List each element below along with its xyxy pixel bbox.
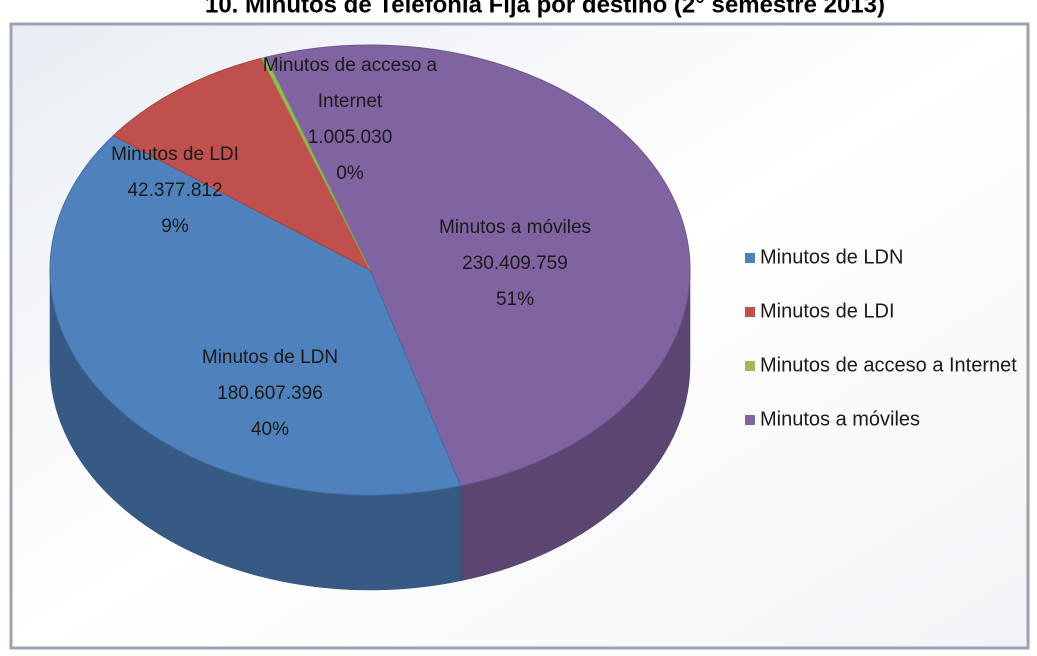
legend: Minutos de LDN Minutos de LDI Minutos de a… [745,246,1017,430]
legend-label: Minutos a móviles [760,408,920,430]
label-value: 180.607.396 [217,383,323,404]
pie-tops [49,44,691,496]
legend-swatch [745,415,755,425]
legend-label: Minutos de LDI [760,300,895,322]
label-percent: 0% [336,163,364,184]
legend-label: Minutos de LDN [760,246,903,268]
data-label: Minutos de LDN 180.607.396 40% [170,340,370,448]
legend-swatch [745,253,755,263]
chart-title: 10. Minutos de Telefonía Fija por destin… [205,0,885,18]
label-value: 230.409.759 [462,253,568,274]
label-name: Minutos de LDN [201,347,339,368]
label-value: 42.377.812 [127,180,223,201]
label-value: 1.005.030 [307,127,393,148]
pie-slice [49,135,462,496]
label-percent: 51% [495,289,535,310]
label-percent: 40% [250,419,290,440]
label-percent: 9% [161,216,189,237]
legend-swatch [745,307,755,317]
data-label: Minutos de acceso a Internet 1.005.030 0% [240,48,460,192]
data-label: Minutos de LDI 42.377.812 9% [75,137,275,245]
legend-swatch [745,361,755,371]
label-name: Minutos de acceso a Internet [262,55,438,112]
legend-label: Minutos de acceso a Internet [760,354,1017,376]
label-name: Minutos a móviles [438,217,592,238]
pie-slice [112,57,372,272]
pie-slice [260,56,371,271]
pie-slice [265,44,691,487]
data-label: Minutos a móviles 230.409.759 51% [405,210,625,318]
label-name: Minutos de LDI [111,144,239,165]
